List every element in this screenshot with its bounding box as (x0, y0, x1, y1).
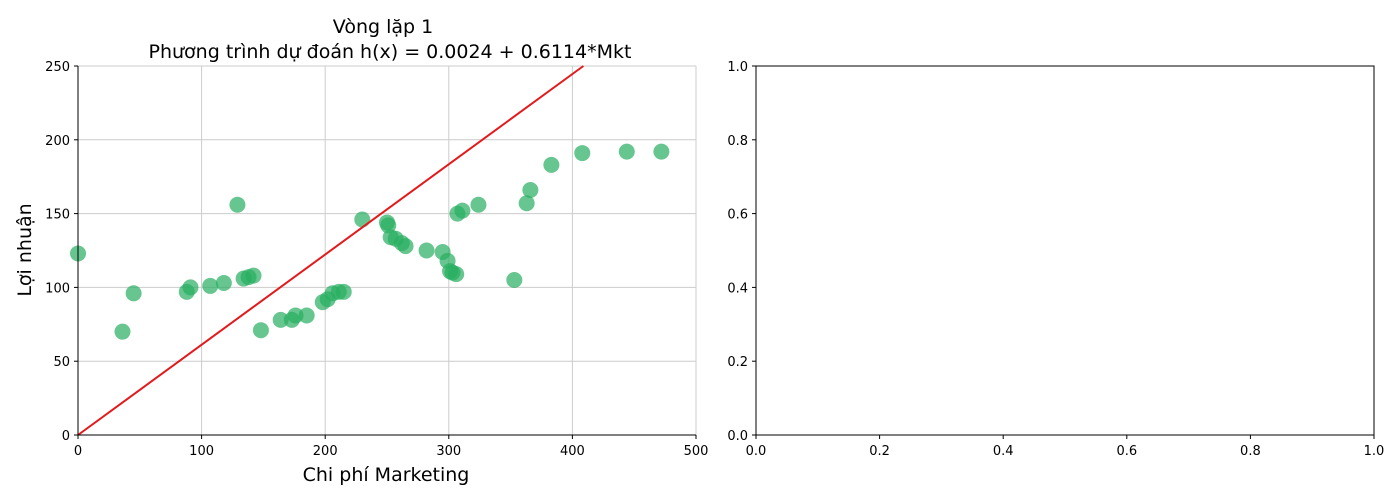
data-point (470, 196, 487, 213)
left-panel: Vòng lặp 1 Phương trình dự đoán h(x) = 0… (14, 16, 708, 486)
y-tick-label: 0.8 (727, 134, 748, 149)
grid-lines (78, 65, 697, 435)
x-tick-label: 500 (684, 444, 709, 459)
data-point (202, 277, 219, 294)
data-point (543, 156, 560, 173)
x-tick-labels: 0.0 0.2 0.4 0.6 0.8 1.0 (746, 444, 1385, 459)
x-tick-label: 0.4 (993, 444, 1014, 459)
x-tick-label: 0 (74, 444, 82, 459)
regression-line (77, 65, 584, 436)
y-tick-label: 0 (62, 429, 70, 444)
x-axis-title: Chi phí Marketing (303, 464, 470, 486)
chart-subtitle: Phương trình dự đoán h(x) = 0.0024 + 0.6… (149, 41, 632, 63)
empty-axes (752, 65, 1375, 439)
right-panel: 0.0 0.2 0.4 0.6 0.8 1.0 0.0 0.2 0.4 0.6 0.8 1.0 (727, 60, 1384, 459)
data-point (335, 283, 352, 300)
data-point (418, 242, 435, 259)
data-point (229, 196, 246, 213)
y-tick-label: 0.0 (727, 429, 748, 444)
y-tick-label: 200 (45, 134, 70, 149)
scatter-points (70, 143, 670, 340)
x-tick-label: 0.2 (869, 444, 890, 459)
y-axis-title: Lợi nhuận (14, 203, 36, 296)
x-tick-labels: 0 100 200 300 400 500 (74, 444, 709, 459)
x-tick-label: 200 (313, 444, 338, 459)
data-point (506, 272, 523, 289)
y-tick-label: 1.0 (727, 60, 748, 75)
x-tick-label: 0.0 (746, 444, 767, 459)
data-point (298, 307, 315, 324)
data-point (215, 274, 232, 291)
y-tick-label: 0.6 (727, 208, 748, 223)
x-tick-label: 400 (560, 444, 585, 459)
data-point (114, 323, 131, 340)
data-point (448, 266, 465, 283)
data-point (653, 143, 670, 160)
y-tick-label: 150 (45, 208, 70, 223)
data-point (397, 238, 414, 255)
x-tick-label: 300 (436, 444, 461, 459)
data-point (574, 145, 591, 162)
data-point (454, 202, 471, 219)
data-point (522, 181, 539, 198)
y-tick-label: 100 (45, 281, 70, 296)
data-point (518, 195, 535, 212)
regression-line-group (77, 65, 584, 436)
x-tick-label: 0.6 (1116, 444, 1137, 459)
x-tick-label: 100 (189, 444, 214, 459)
axes (74, 65, 697, 439)
axes-frame (755, 65, 1375, 436)
x-tick-label: 1.0 (1364, 444, 1385, 459)
data-point (182, 279, 199, 296)
y-tick-labels: 0.0 0.2 0.4 0.6 0.8 1.0 (727, 60, 748, 444)
data-point (125, 285, 142, 302)
y-tick-label: 0.2 (727, 355, 748, 370)
x-tick-label: 0.8 (1240, 444, 1261, 459)
data-point (272, 311, 289, 328)
y-tick-label: 0.4 (727, 281, 748, 296)
chart-title: Vòng lặp 1 (333, 16, 433, 38)
data-point (287, 307, 304, 324)
y-tick-labels: 0 50 100 150 200 250 (45, 60, 70, 444)
y-tick-label: 250 (45, 60, 70, 75)
data-point (354, 211, 371, 228)
data-point (252, 322, 269, 339)
y-tick-label: 50 (53, 355, 70, 370)
data-point (245, 267, 262, 284)
data-point (618, 143, 635, 160)
